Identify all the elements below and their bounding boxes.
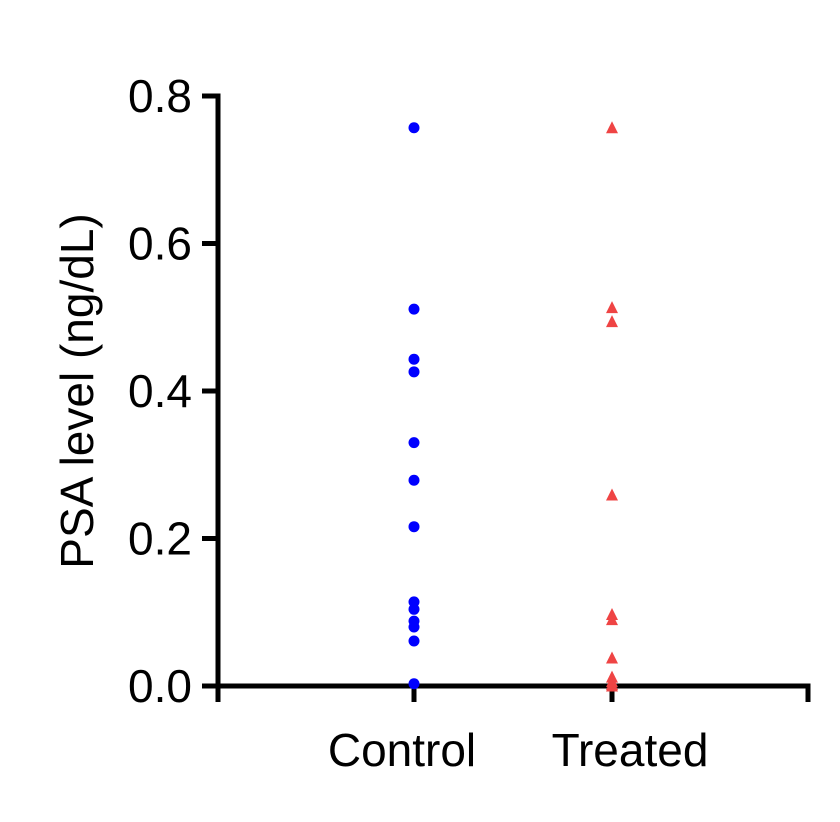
data-point <box>408 678 420 690</box>
data-point <box>606 679 618 692</box>
data-point <box>408 521 420 533</box>
data-point <box>408 437 420 449</box>
data-points <box>408 121 618 692</box>
x-ticks: Control Treated <box>215 686 811 776</box>
y-tick-label: 0.8 <box>128 70 192 122</box>
y-axis-title: PSA level (ng/dL) <box>51 213 103 568</box>
y-tick-label: 0.6 <box>128 218 192 270</box>
data-point <box>606 651 618 664</box>
data-point <box>408 366 420 378</box>
x-category-label: Control <box>328 724 476 776</box>
data-point <box>408 122 420 134</box>
y-tick-label: 0.2 <box>128 513 192 565</box>
y-tick-label: 0.4 <box>128 365 192 417</box>
y-ticks: 0.0 0.2 0.4 0.6 0.8 <box>128 70 218 712</box>
y-tick-label: 0.0 <box>128 660 192 712</box>
data-point <box>606 613 618 626</box>
data-point <box>606 488 618 501</box>
data-point <box>408 474 420 486</box>
data-point <box>606 301 618 314</box>
data-point <box>408 635 420 647</box>
data-point <box>408 303 420 315</box>
data-point <box>408 353 420 365</box>
data-point <box>606 315 618 328</box>
data-point <box>408 603 420 615</box>
axes <box>215 93 811 689</box>
data-point <box>408 621 420 633</box>
data-point <box>606 121 618 134</box>
x-category-label: Treated <box>552 724 709 776</box>
